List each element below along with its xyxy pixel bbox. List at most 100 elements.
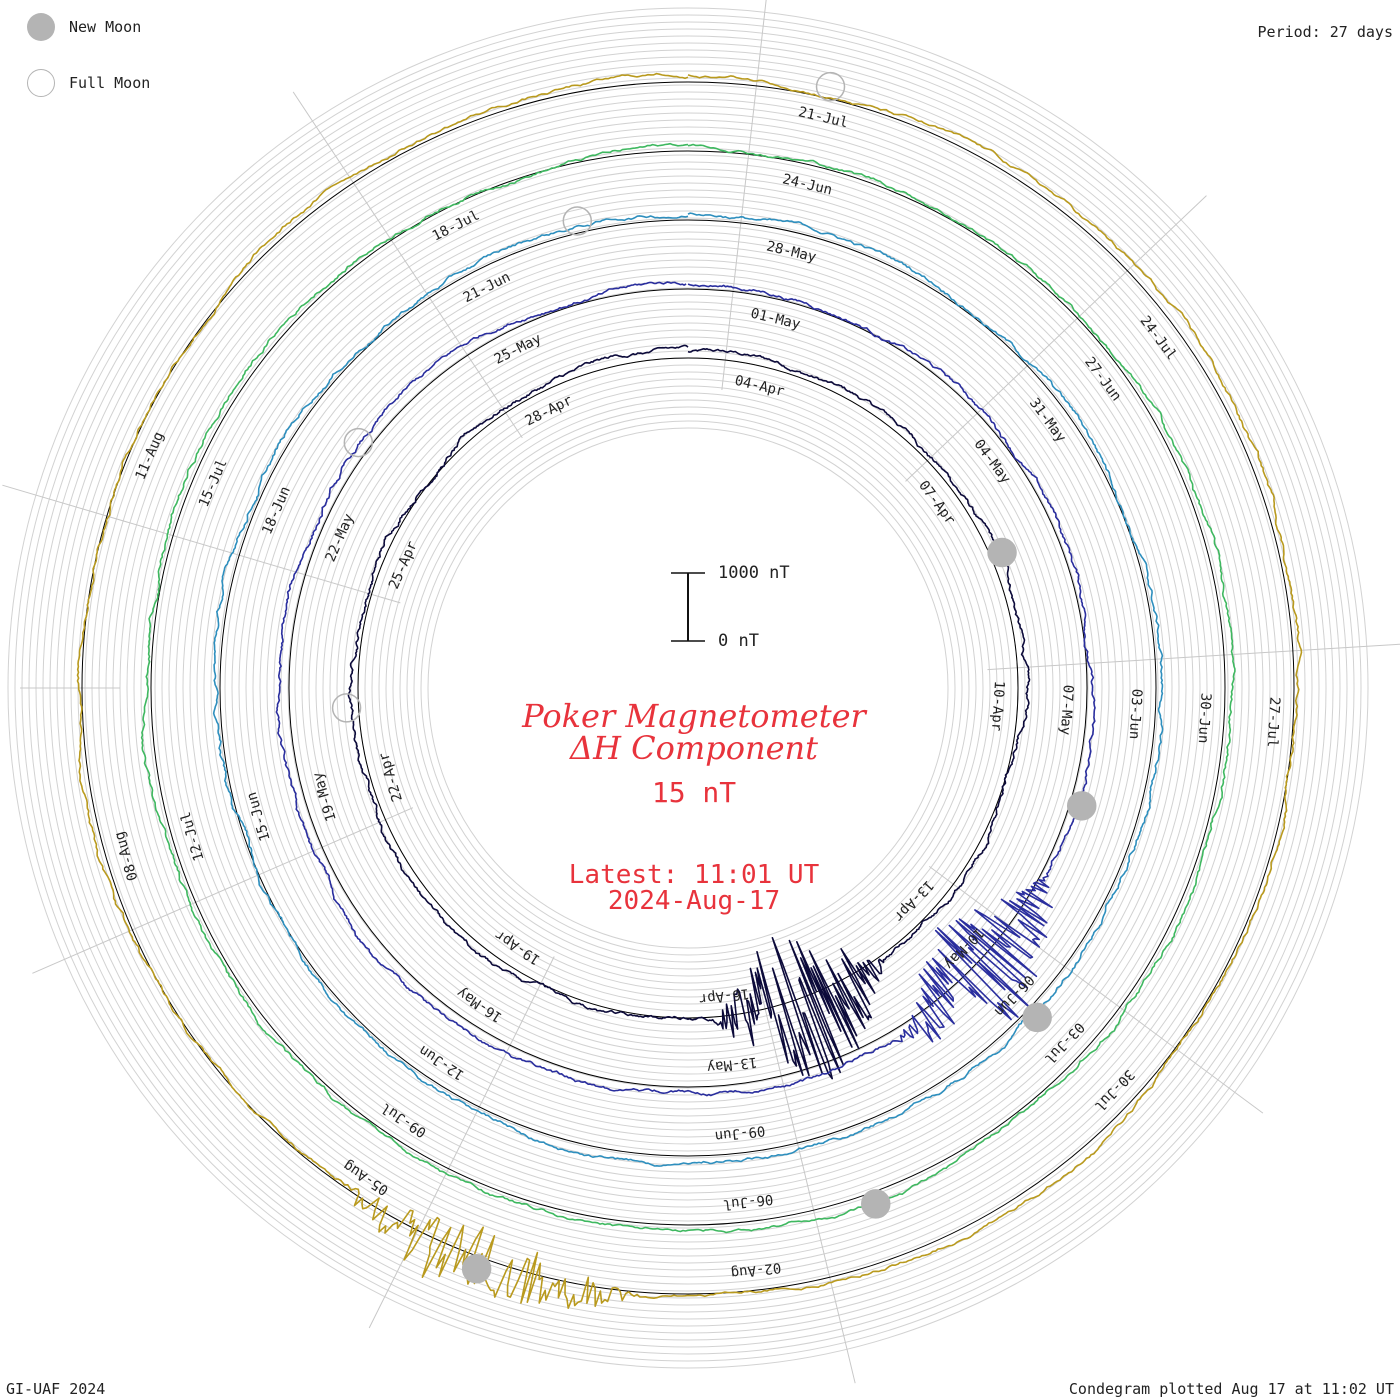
grid-ring (315, 315, 1061, 1061)
date-label: 07-May (1057, 684, 1076, 735)
grid-ring (182, 182, 1194, 1194)
new-moon-marker (1066, 791, 1097, 821)
baseline-ring (81, 81, 1295, 1295)
grid-ring (203, 203, 1173, 1173)
date-label: 02-Aug (730, 1259, 782, 1281)
grid-ring (308, 308, 1068, 1068)
period-label: Period: 27 days (1257, 23, 1393, 41)
legend-full-moon: Full Moon (27, 69, 150, 97)
grid-ring (84, 84, 1292, 1292)
legend-new-moon-label: New Moon (69, 18, 142, 36)
baseline-ring (219, 219, 1157, 1157)
grid-ring (294, 294, 1082, 1082)
chart-unit: 15 nT (651, 776, 737, 809)
magnetometer-traces (76, 72, 1303, 1309)
date-label: 13-May (706, 1053, 758, 1075)
legend-new-moon: New Moon (27, 13, 141, 41)
baseline-ring (357, 357, 1019, 1019)
grid-ring (7, 7, 1369, 1369)
full-moon-icon (27, 69, 55, 97)
grid-ring (14, 14, 1362, 1362)
spoke (32, 807, 414, 974)
new-moon-marker (861, 1189, 891, 1219)
grid-ring (427, 427, 949, 949)
full-moon-marker (331, 693, 362, 723)
grid-ring (119, 119, 1257, 1257)
date-label: 22-May (323, 512, 358, 565)
grid-ring (224, 224, 1152, 1152)
grid-ring (392, 392, 984, 984)
grid-ring (399, 399, 977, 977)
full-moon-marker (343, 427, 374, 458)
footer-credit: GI-UAF 2024 (6, 1380, 106, 1398)
date-label: 24-Jul (1137, 313, 1180, 363)
grid-ring (371, 371, 1005, 1005)
moon-markers (331, 71, 1097, 1284)
grid-ring (126, 126, 1250, 1250)
grid-ring (343, 343, 1033, 1033)
new-moon-icon (27, 13, 55, 41)
grid-ring (217, 217, 1159, 1159)
latest-date: 2024-Aug-17 (607, 886, 781, 916)
full-moon-marker (815, 71, 846, 102)
grid-ring (350, 350, 1026, 1026)
date-label: 03-Jun (1126, 688, 1145, 739)
grid-ring (133, 133, 1243, 1243)
grid-ring (168, 168, 1208, 1208)
spoke (757, 979, 856, 1384)
trace-rotation-4 (76, 72, 1303, 1309)
grid-ring (189, 189, 1187, 1187)
grid-ring (140, 140, 1236, 1236)
scale-top-label: 1000 nT (718, 563, 790, 583)
grid-ring (77, 77, 1299, 1299)
grid-ring (287, 287, 1089, 1089)
grid-ring (406, 406, 970, 970)
trace-rotation-1 (275, 281, 1096, 1097)
date-label: 10-Apr (988, 680, 1007, 731)
date-label: 16-May (454, 984, 505, 1025)
scale-bottom-label: 0 nT (718, 631, 759, 651)
grid-ring (245, 245, 1131, 1131)
date-label: 31-May (1026, 395, 1069, 445)
spoke (905, 195, 1207, 482)
legend-full-moon-label: Full Moon (69, 74, 151, 92)
grid-ring (301, 301, 1075, 1075)
grid-ring (329, 329, 1047, 1047)
grid-ring (70, 70, 1306, 1306)
baseline-ring (288, 288, 1088, 1088)
grid-ring (357, 357, 1019, 1019)
grid-ring (252, 252, 1124, 1124)
date-label: 30-Jun (1195, 692, 1214, 743)
date-label: 25-Apr (386, 539, 421, 592)
spoke (928, 865, 1264, 1114)
new-moon-marker (1022, 1002, 1052, 1033)
grid-ring (364, 364, 1012, 1012)
grid-ring (231, 231, 1145, 1145)
spoke (721, 0, 767, 390)
trace-rotation-3 (140, 142, 1236, 1234)
date-label: 15-Jul (196, 457, 231, 510)
grid-ring (273, 273, 1103, 1103)
trace-rotation-0 (347, 344, 1031, 1080)
spoke (292, 91, 523, 439)
grid-ring (210, 210, 1166, 1166)
chart-title: Poker Magnetometer (522, 697, 866, 735)
footer-plotted: Condegram plotted Aug 17 at 11:02 UT (1068, 1380, 1394, 1398)
date-label: 21-Jul (797, 104, 850, 131)
date-label: 04-Apr (733, 373, 786, 400)
grid-ring (266, 266, 1110, 1110)
new-moon-marker (461, 1253, 492, 1284)
chart-subtitle: ΔH Component (569, 729, 819, 767)
grid-ring (280, 280, 1096, 1096)
spoke (987, 643, 1400, 671)
date-label: 06-Jul (722, 1191, 774, 1213)
date-label: 16-Apr (698, 985, 750, 1007)
grid-ring (154, 154, 1222, 1222)
grid-ring (322, 322, 1054, 1054)
grid-ring (385, 385, 991, 991)
spoke (2, 484, 401, 604)
grid-ring (413, 413, 963, 963)
grid-ring (175, 175, 1201, 1201)
